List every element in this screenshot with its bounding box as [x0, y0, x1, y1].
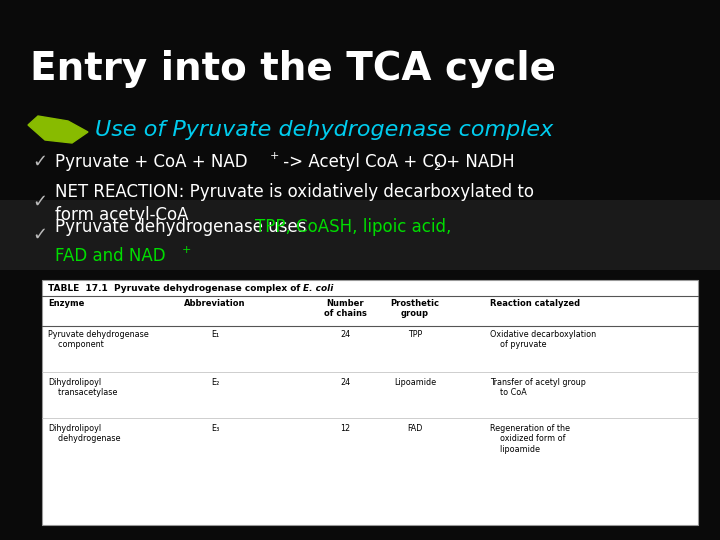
- Text: FAD and NAD: FAD and NAD: [55, 247, 166, 265]
- Bar: [0, 200, 720, 270]
- Text: + NADH: + NADH: [441, 153, 515, 171]
- Text: Dihydrolipoyl
    dehydrogenase: Dihydrolipoyl dehydrogenase: [48, 424, 120, 443]
- Text: Dihydrolipoyl
    transacetylase: Dihydrolipoyl transacetylase: [48, 378, 117, 397]
- Text: Pyruvate dehydrogenase uses: Pyruvate dehydrogenase uses: [55, 218, 312, 236]
- Text: form acetyl-CoA: form acetyl-CoA: [55, 206, 189, 224]
- Text: Transfer of acetyl group
    to CoA: Transfer of acetyl group to CoA: [490, 378, 586, 397]
- Text: E. coli: E. coli: [303, 284, 333, 293]
- Text: Use of Pyruvate dehydrogenase complex: Use of Pyruvate dehydrogenase complex: [95, 120, 553, 140]
- Text: Pyruvate + CoA + NAD: Pyruvate + CoA + NAD: [55, 153, 248, 171]
- Text: Regeneration of the
    oxidized form of
    lipoamide: Regeneration of the oxidized form of lip…: [490, 424, 570, 454]
- Text: Entry into the TCA cycle: Entry into the TCA cycle: [30, 50, 556, 88]
- Text: -> Acetyl CoA + CO: -> Acetyl CoA + CO: [278, 153, 447, 171]
- Text: TPP: TPP: [408, 330, 422, 339]
- Text: E₂: E₂: [211, 378, 219, 387]
- Text: E₃: E₃: [211, 424, 219, 433]
- Text: 12: 12: [340, 424, 350, 433]
- Text: Reaction catalyzed: Reaction catalyzed: [490, 299, 580, 308]
- Text: E₁: E₁: [211, 330, 219, 339]
- Text: ✓: ✓: [32, 193, 47, 211]
- Text: ✓: ✓: [32, 226, 47, 244]
- Text: Prosthetic
group: Prosthetic group: [390, 299, 439, 319]
- Polygon shape: [28, 116, 88, 143]
- Text: 2: 2: [433, 162, 440, 172]
- Text: 24: 24: [340, 330, 350, 339]
- Text: +: +: [270, 151, 279, 161]
- Text: ✓: ✓: [32, 153, 47, 171]
- Text: Abbreviation: Abbreviation: [184, 299, 246, 308]
- Text: FAD: FAD: [408, 424, 423, 433]
- Text: 24: 24: [340, 378, 350, 387]
- Text: Number
of chains: Number of chains: [323, 299, 366, 319]
- Bar: [42, 280, 698, 525]
- Text: TPP, CoASH, lipoic acid,: TPP, CoASH, lipoic acid,: [255, 218, 451, 236]
- Text: TABLE  17.1  Pyruvate dehydrogenase complex of: TABLE 17.1 Pyruvate dehydrogenase comple…: [48, 284, 304, 293]
- Text: Lipoamide: Lipoamide: [394, 378, 436, 387]
- Text: Enzyme: Enzyme: [48, 299, 84, 308]
- Text: Oxidative decarboxylation
    of pyruvate: Oxidative decarboxylation of pyruvate: [490, 330, 596, 349]
- Text: +: +: [182, 245, 192, 255]
- Text: NET REACTION: Pyruvate is oxidatively decarboxylated to: NET REACTION: Pyruvate is oxidatively de…: [55, 183, 534, 201]
- Text: Pyruvate dehydrogenase
    component: Pyruvate dehydrogenase component: [48, 330, 149, 349]
